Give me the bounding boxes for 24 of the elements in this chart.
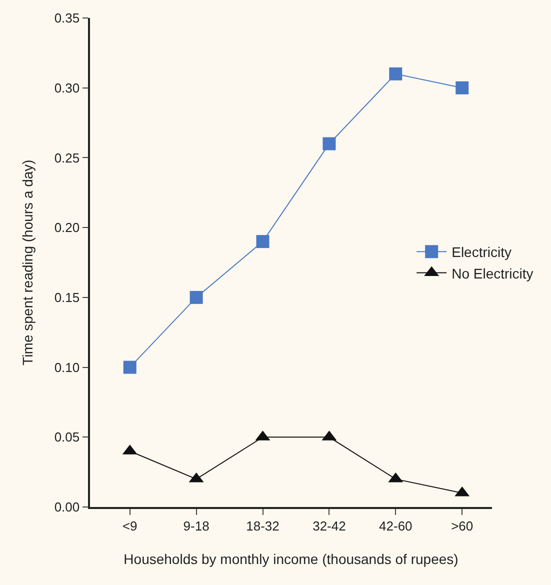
x-tick-label: 32-42 bbox=[312, 518, 346, 534]
y-axis-title: Time spent reading (hours a day) bbox=[19, 160, 36, 366]
point bbox=[190, 290, 203, 304]
legend-label: Electricity bbox=[452, 244, 512, 260]
y-tick-label: 0.30 bbox=[54, 80, 80, 96]
point bbox=[389, 67, 402, 80]
point bbox=[456, 81, 469, 94]
y-tick-label: 0.35 bbox=[54, 10, 80, 26]
x-tick-label: >60 bbox=[451, 518, 474, 534]
y-tick-label: 0.00 bbox=[54, 500, 80, 515]
x-tick-label: 42-60 bbox=[379, 518, 412, 534]
x-tick-label: 18-32 bbox=[246, 518, 280, 534]
y-tick-label: 0.25 bbox=[54, 150, 80, 166]
point bbox=[123, 360, 136, 374]
x-axis-title: Households by monthly income (thousands of rupees) bbox=[124, 551, 458, 568]
x-tick-label: <9 bbox=[122, 518, 138, 534]
y-tick-label: 0.05 bbox=[54, 430, 80, 445]
y-tick-label: 0.15 bbox=[54, 290, 80, 305]
point bbox=[322, 137, 336, 150]
y-tick-label: 0.20 bbox=[54, 220, 80, 236]
legend-label: No Electricity bbox=[452, 265, 534, 282]
x-tick-label: 9-18 bbox=[183, 518, 210, 534]
point bbox=[256, 235, 270, 248]
y-tick-label: 0.10 bbox=[54, 360, 80, 375]
